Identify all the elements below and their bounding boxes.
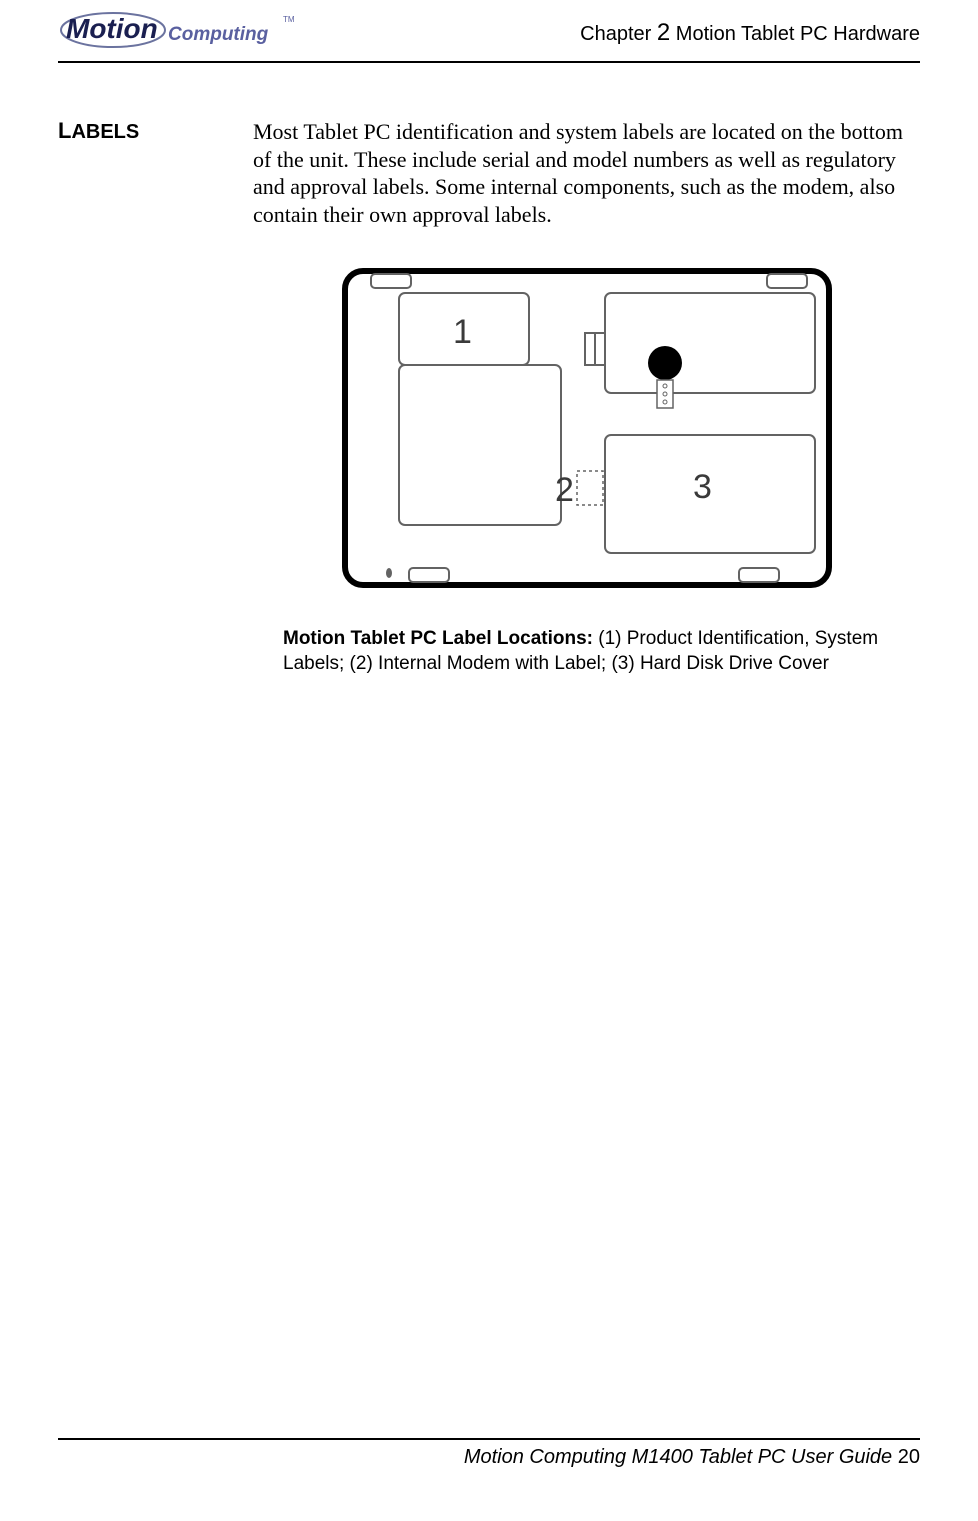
brand-logo: Motion Computing TM — [58, 10, 298, 55]
diagram-container: 1 3 — [253, 263, 920, 593]
chapter-title: Motion Tablet PC Hardware — [676, 23, 920, 45]
diagram-callout-1: 1 — [453, 313, 472, 351]
label-locations-diagram: 1 3 — [337, 263, 837, 593]
page-footer: Motion Computing M1400 Tablet PC User Gu… — [58, 1438, 920, 1469]
svg-text:Computing: Computing — [168, 24, 269, 45]
figure-caption: Motion Tablet PC Label Locations: (1) Pr… — [253, 627, 920, 676]
chapter-label: Chapter 2 Motion Tablet PC Hardware — [580, 19, 920, 47]
chapter-number: 2 — [657, 19, 670, 46]
svg-text:TM: TM — [283, 15, 295, 24]
diagram-callout-2: 2 — [555, 471, 574, 509]
svg-text:Motion: Motion — [66, 13, 158, 44]
content-row: LABELS Most Tablet PC identification and… — [58, 118, 920, 676]
chapter-word: Chapter — [580, 23, 651, 45]
main-column: Most Tablet PC identification and system… — [253, 118, 920, 676]
body-paragraph: Most Tablet PC identification and system… — [253, 118, 920, 228]
diagram-callout-3: 3 — [693, 468, 712, 506]
section-heading: LABELS — [58, 118, 253, 676]
page-number: 20 — [898, 1446, 920, 1468]
footer-text: Motion Computing M1400 Tablet PC User Gu… — [464, 1446, 898, 1468]
page-header: Motion Computing TM Chapter 2 Motion Tab… — [58, 10, 920, 63]
caption-lead: Motion Tablet PC Label Locations: — [283, 628, 593, 649]
section-heading-text: ABELS — [71, 121, 139, 143]
